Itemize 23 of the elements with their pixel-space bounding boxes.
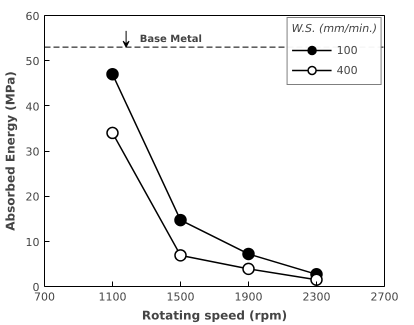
y-tick-label: 20 bbox=[26, 190, 40, 204]
point bbox=[174, 214, 187, 226]
point bbox=[242, 262, 255, 276]
point bbox=[242, 248, 255, 260]
x-tick-label: 1100 bbox=[98, 290, 127, 304]
y-axis-title: Absorbed Energy (MPa) bbox=[4, 71, 18, 231]
y-tick-label: 60 bbox=[26, 10, 40, 23]
x-tick-label: 2300 bbox=[302, 290, 331, 304]
x-tick-label: 1900 bbox=[234, 290, 263, 304]
point bbox=[174, 249, 187, 262]
x-tick-label: 2700 bbox=[370, 290, 399, 304]
x-axis-title: Rotating speed (rpm) bbox=[142, 308, 288, 322]
y-tick-label: 30 bbox=[26, 146, 40, 158]
y-tick-label: 40 bbox=[26, 100, 40, 114]
legend-title: W.S. (mm/min.) bbox=[292, 22, 377, 35]
legend-label: 100 bbox=[336, 44, 358, 56]
point bbox=[106, 68, 119, 80]
y-tick-label: 10 bbox=[26, 236, 40, 249]
ref-line-label: Base Metal bbox=[140, 34, 202, 46]
y-tick-label: 50 bbox=[26, 55, 40, 68]
point bbox=[106, 126, 119, 140]
legend-label: 400 bbox=[336, 64, 358, 76]
x-tick-label: 1500 bbox=[166, 290, 195, 304]
